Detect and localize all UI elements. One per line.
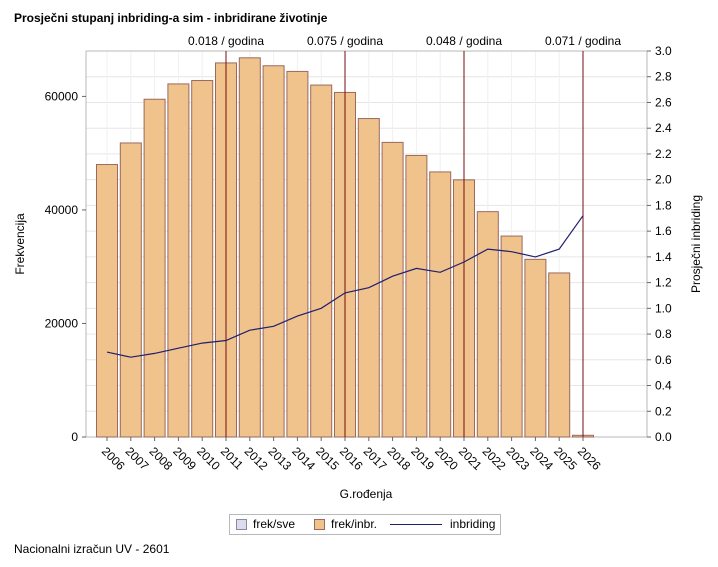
bar bbox=[476, 211, 499, 438]
x-tick-label: 2014 bbox=[289, 444, 318, 473]
bar bbox=[429, 171, 452, 438]
y2-tick-label: 1.4 bbox=[655, 250, 672, 264]
x-tick-label: 2024 bbox=[527, 444, 556, 473]
x-tick-label: 2021 bbox=[456, 444, 485, 473]
y2-tick-label: 1.6 bbox=[655, 224, 672, 238]
x-tick-label: 2022 bbox=[480, 444, 509, 473]
legend: frek/sve frek/inbr. inbriding bbox=[229, 514, 501, 535]
bar bbox=[119, 142, 142, 438]
legend-swatch-inbriding bbox=[390, 523, 442, 525]
y-tick-label: 60000 bbox=[45, 89, 79, 103]
x-tick-label: 2026 bbox=[575, 444, 604, 473]
y2-tick-label: 1.8 bbox=[655, 198, 672, 212]
bar bbox=[286, 70, 309, 438]
y2-axis-label: Prosječni inbriding bbox=[689, 195, 703, 293]
legend-label-inbriding: inbriding bbox=[450, 517, 496, 531]
annotation-label: 0.048 / godina bbox=[426, 34, 502, 48]
x-tick-label: 2010 bbox=[194, 444, 223, 473]
y2-tick-label: 2.4 bbox=[655, 121, 672, 135]
annotation-label: 0.071 / godina bbox=[545, 34, 621, 48]
inbriding-series-line bbox=[106, 215, 584, 358]
y2-tick-label: 0.2 bbox=[655, 404, 672, 418]
y2-tick-label: 2.2 bbox=[655, 147, 672, 161]
y-tick-label: 20000 bbox=[45, 316, 79, 330]
x-tick-label: 2016 bbox=[337, 444, 366, 473]
y2-tick-label: 2.0 bbox=[655, 173, 672, 187]
legend-label-frek-sve: frek/sve bbox=[253, 517, 296, 531]
bar bbox=[357, 118, 380, 438]
y2-tick-label: 3.0 bbox=[655, 44, 672, 58]
y2-tick-label: 2.6 bbox=[655, 95, 672, 109]
x-tick-label: 2007 bbox=[123, 444, 152, 473]
legend-item-frek-inbr: frek/inbr. bbox=[314, 517, 377, 531]
x-tick-label: 2023 bbox=[503, 444, 532, 473]
bar bbox=[167, 83, 190, 438]
bar bbox=[191, 80, 214, 438]
legend-swatch-frek-sve bbox=[236, 518, 247, 530]
y2-tick-label: 1.0 bbox=[655, 301, 672, 315]
annotation-lines: 0.018 / godina 0.075 / godina 0.048 / godi… bbox=[188, 34, 621, 437]
bar bbox=[238, 57, 261, 438]
y2-tick-label: 0.8 bbox=[655, 327, 672, 341]
y-tick-label: 0 bbox=[71, 430, 78, 444]
x-tick-label: 2008 bbox=[146, 444, 175, 473]
bar bbox=[548, 272, 571, 438]
y-axis-label: Frekvencija bbox=[13, 213, 27, 275]
bar bbox=[262, 65, 285, 438]
y2-tick-label: 2.8 bbox=[655, 70, 672, 84]
bar bbox=[405, 154, 428, 438]
legend-label-frek-inbr: frek/inbr. bbox=[331, 517, 378, 531]
chart-title: Prosječni stupanj inbriding-a sim - inbr… bbox=[14, 11, 328, 25]
y2-axis: 0.0 0.2 0.4 0.6 0.8 1.0 1.2 1.4 1.6 1.8 2.0 2.2 2.4 2… bbox=[647, 44, 672, 444]
x-tick-label: 2013 bbox=[265, 444, 294, 473]
x-axis: 2006200720082009201020112012201320142015… bbox=[99, 437, 604, 473]
footnote: Nacionalni izračun UV - 2601 bbox=[14, 542, 170, 556]
x-tick-label: 2018 bbox=[384, 444, 413, 473]
y2-tick-label: 0.4 bbox=[655, 379, 672, 393]
y2-tick-label: 0.6 bbox=[655, 353, 672, 367]
annotation-label: 0.075 / godina bbox=[307, 34, 383, 48]
y2-tick-label: 0.0 bbox=[655, 430, 672, 444]
bar bbox=[143, 98, 166, 438]
y-tick-label: 40000 bbox=[45, 203, 79, 217]
inbriding-line bbox=[106, 215, 584, 358]
legend-item-inbriding: inbriding bbox=[390, 517, 495, 531]
bar bbox=[96, 164, 118, 438]
legend-swatch-frek-inbr bbox=[314, 518, 325, 530]
x-tick-label: 2025 bbox=[551, 444, 580, 473]
y-axis: 0 20000 40000 60000 bbox=[45, 89, 86, 444]
bar bbox=[500, 235, 523, 438]
y2-tick-label: 1.2 bbox=[655, 276, 672, 290]
bar bbox=[524, 258, 547, 438]
x-axis-label: G.rođenja bbox=[340, 487, 393, 501]
x-tick-label: 2012 bbox=[242, 444, 271, 473]
x-tick-label: 2009 bbox=[170, 444, 199, 473]
bar bbox=[381, 141, 404, 438]
x-tick-label: 2015 bbox=[313, 444, 342, 473]
x-tick-label: 2011 bbox=[218, 444, 246, 472]
x-tick-label: 2020 bbox=[432, 444, 461, 473]
x-tick-label: 2006 bbox=[99, 444, 128, 473]
bar bbox=[310, 84, 333, 438]
legend-item-frek-sve: frek/sve bbox=[236, 517, 295, 531]
x-tick-label: 2017 bbox=[361, 444, 390, 473]
annotation-label: 0.018 / godina bbox=[188, 34, 264, 48]
x-tick-label: 2019 bbox=[408, 444, 437, 473]
